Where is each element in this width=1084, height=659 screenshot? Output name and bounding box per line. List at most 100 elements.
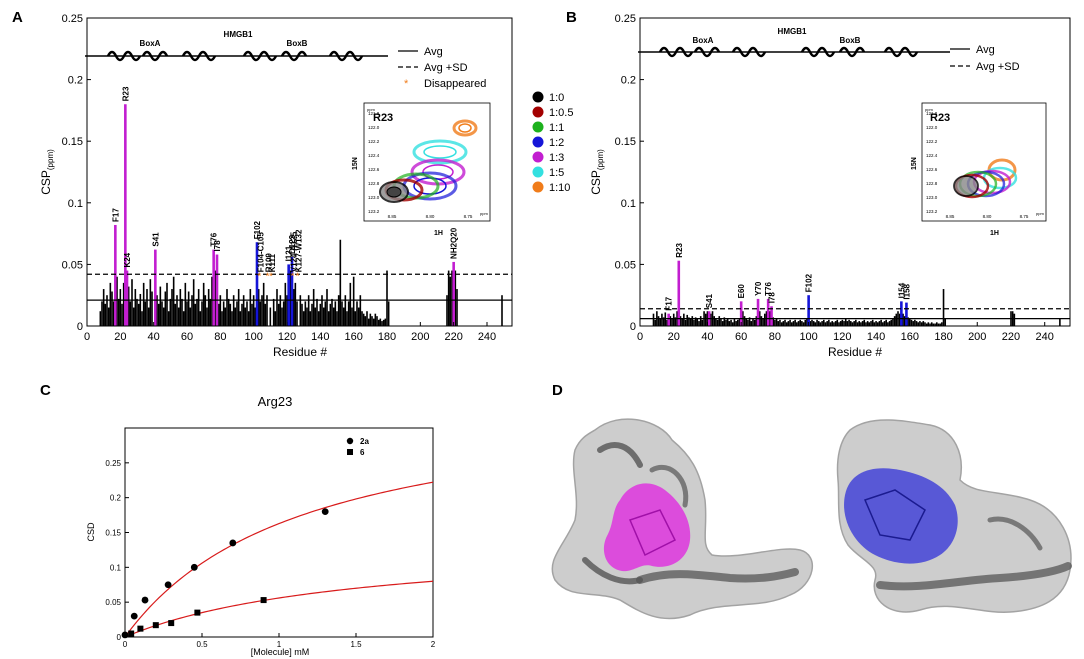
bar (322, 307, 325, 326)
residue-label: F102 (253, 220, 262, 239)
bar (361, 311, 363, 326)
bar (684, 319, 687, 326)
y-tick-label: 0.15 (105, 529, 121, 538)
inset-y-tick-label: 123.0 (926, 195, 938, 200)
bar-highlight-i121 (287, 264, 290, 326)
helix-icon (731, 46, 767, 58)
bar (139, 293, 142, 326)
inset-b-ppm-x: ppm (1036, 211, 1044, 216)
bar-highlight-k24 (125, 270, 129, 326)
panel-c-title: Arg23 (258, 394, 293, 409)
bar (379, 318, 382, 326)
bar (701, 319, 704, 326)
bar (745, 318, 748, 326)
legend-dot-icon (532, 91, 544, 103)
inset-b-title: R23 (930, 112, 950, 124)
bar (833, 322, 835, 326)
bar (134, 289, 137, 326)
bar (116, 276, 118, 326)
schematic-box-a: BoxA (140, 39, 161, 48)
bar (934, 323, 936, 326)
schematic-box-b: BoxB (287, 39, 308, 48)
bar (381, 321, 383, 326)
bar (176, 295, 178, 326)
bar (236, 301, 238, 326)
bar (860, 322, 862, 326)
bar (721, 321, 724, 326)
bar (449, 276, 452, 326)
bar (311, 303, 313, 326)
point-2a (229, 539, 237, 547)
bar (796, 322, 798, 326)
bar (876, 322, 879, 326)
residue-label: E60 (737, 284, 746, 299)
ratio-label: 1:0.5 (549, 107, 573, 119)
inset-b-spectra (953, 158, 1018, 199)
ratio-legend: 1:0 1:0.5 1:1 1:2 1:3 1:5 1:10 (532, 91, 573, 194)
bar (352, 276, 355, 326)
panel-c-fit-curves (124, 481, 434, 638)
point-6 (152, 622, 159, 629)
bar (804, 319, 807, 326)
bar (792, 321, 795, 326)
bar (179, 289, 182, 326)
bar (888, 321, 891, 326)
bar (747, 319, 749, 326)
bar (341, 301, 343, 326)
bar (121, 303, 123, 326)
bar (364, 316, 367, 326)
bar (112, 301, 115, 326)
bar (296, 301, 298, 326)
bar-highlight-i158 (905, 302, 908, 326)
legend-disappeared: Disappeared (424, 78, 486, 90)
bar (826, 321, 828, 326)
bar (289, 270, 292, 326)
bar (191, 295, 193, 326)
inset-y-tick-label: 122.4 (368, 153, 380, 158)
y-tick-label: 0.2 (68, 75, 83, 87)
bar (149, 279, 152, 326)
bar (147, 307, 150, 326)
bar (782, 321, 785, 326)
bar (890, 319, 893, 326)
ratio-label: 1:5 (549, 167, 564, 179)
bar (106, 295, 108, 326)
bar (269, 307, 272, 326)
bar (694, 317, 697, 326)
panel-c-points (121, 508, 329, 639)
bar (286, 295, 288, 326)
bar (784, 319, 786, 326)
panel-b-axes: 0 20 40 60 80 100 120 140 160 180 200 220 240 0 0.05 0.… (615, 13, 1054, 343)
y-tick-label: 0.05 (62, 259, 83, 271)
bar (716, 319, 719, 326)
bar-highlight-s41 (154, 249, 157, 326)
bar (324, 301, 327, 326)
bar (237, 289, 240, 326)
y-tick-label: 0.25 (105, 459, 121, 468)
bar (659, 318, 662, 326)
bar (787, 321, 790, 326)
bar (326, 289, 328, 326)
bar (681, 318, 683, 326)
bar (454, 270, 457, 326)
inset-x-tick-label: 8.80 (983, 214, 992, 219)
bar (254, 307, 257, 326)
x-tick-label: 20 (668, 331, 680, 343)
bar (661, 313, 663, 326)
bar (224, 307, 227, 326)
disappeared-star-icon: * (269, 271, 273, 282)
inset-a-ppm-x: ppm (480, 211, 488, 216)
bar (451, 270, 453, 326)
bar (1059, 318, 1061, 326)
bar (144, 301, 147, 326)
disappeared-label: V124-A125 (290, 231, 299, 272)
bar (159, 286, 162, 326)
bar (181, 298, 183, 326)
panel-c-axes: 0 0.5 1 1.5 2 0 0.05 0.1 0.15 0.2 0.25 (105, 459, 435, 649)
bar (331, 298, 333, 326)
bar (301, 303, 303, 326)
bar (843, 321, 845, 326)
binding-patch-magenta (603, 483, 691, 572)
